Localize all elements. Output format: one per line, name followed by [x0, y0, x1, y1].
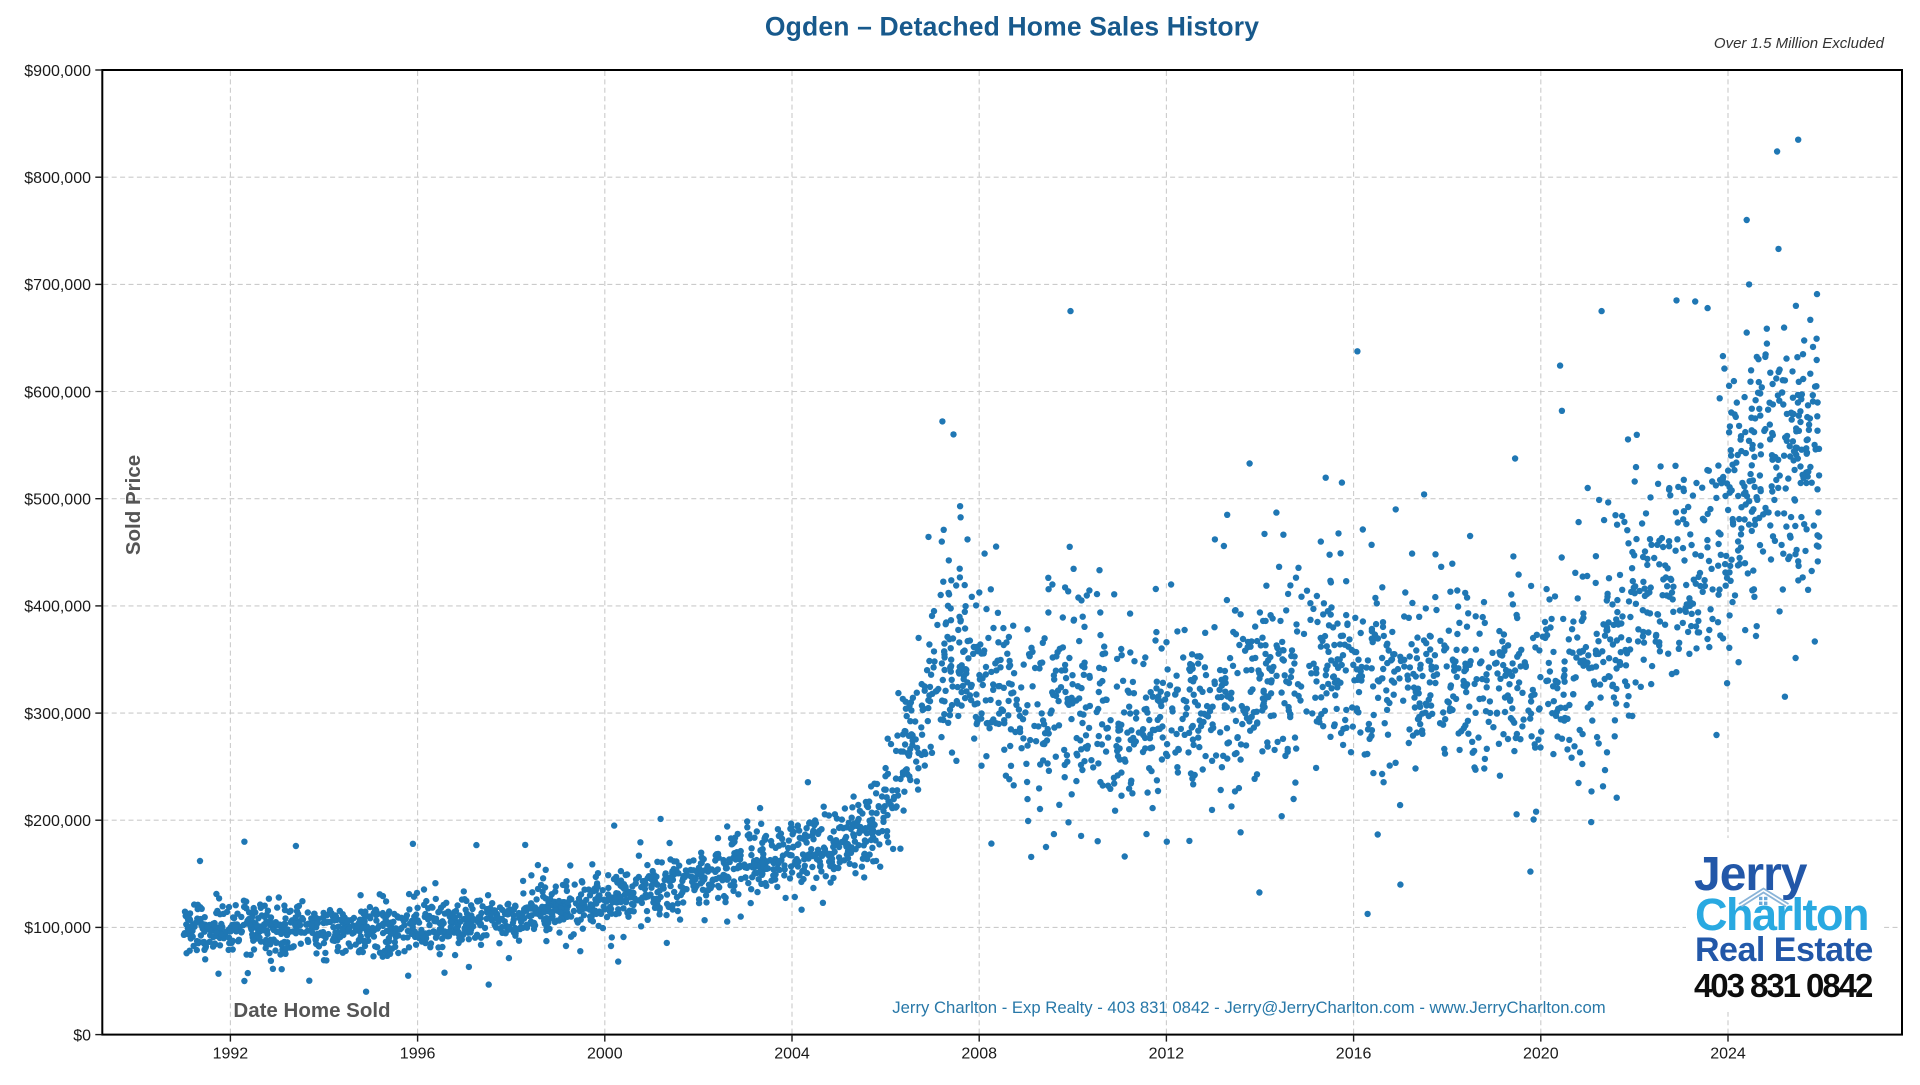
svg-text:$500,000: $500,000	[24, 492, 91, 509]
svg-text:Jerry Charlton - Exp Realty -: Jerry Charlton - Exp Realty - 403 831 08…	[892, 998, 1605, 1017]
svg-text:2016: 2016	[1336, 1046, 1372, 1063]
svg-text:2008: 2008	[961, 1046, 997, 1063]
svg-text:Sold Price: Sold Price	[122, 455, 145, 555]
svg-text:1996: 1996	[400, 1046, 436, 1063]
svg-text:2012: 2012	[1149, 1046, 1185, 1063]
svg-text:$700,000: $700,000	[24, 277, 91, 294]
svg-text:Jerry: Jerry	[1694, 848, 1808, 901]
svg-text:2000: 2000	[587, 1046, 623, 1063]
svg-text:1992: 1992	[213, 1046, 249, 1063]
svg-text:Over 1.5 Million Excluded: Over 1.5 Million Excluded	[1714, 35, 1885, 52]
svg-text:2024: 2024	[1710, 1046, 1746, 1063]
svg-text:$300,000: $300,000	[24, 706, 91, 723]
svg-text:Charlton: Charlton	[1695, 889, 1868, 940]
svg-text:$600,000: $600,000	[24, 384, 91, 401]
svg-text:$0: $0	[73, 1027, 91, 1044]
svg-text:Ogden – Detached Home Sales Hi: Ogden – Detached Home Sales History	[765, 12, 1259, 42]
svg-text:$200,000: $200,000	[24, 813, 91, 830]
svg-text:403 831 0842: 403 831 0842	[1694, 967, 1873, 1004]
svg-text:Date Home Sold: Date Home Sold	[233, 999, 390, 1022]
svg-text:2004: 2004	[774, 1046, 810, 1063]
svg-text:$400,000: $400,000	[24, 599, 91, 616]
svg-text:$800,000: $800,000	[24, 170, 91, 187]
svg-text:$100,000: $100,000	[24, 920, 91, 937]
svg-text:2020: 2020	[1523, 1046, 1559, 1063]
svg-text:$900,000: $900,000	[24, 63, 91, 80]
svg-text:Real Estate: Real Estate	[1695, 931, 1873, 969]
